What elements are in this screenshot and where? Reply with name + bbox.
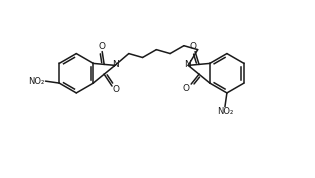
Text: N: N: [184, 60, 191, 69]
Text: O: O: [99, 42, 106, 51]
Text: O: O: [183, 83, 190, 93]
Text: N: N: [112, 60, 119, 69]
Text: O: O: [112, 85, 119, 95]
Text: NO₂: NO₂: [28, 77, 45, 86]
Text: NO₂: NO₂: [217, 107, 233, 116]
Text: O: O: [190, 42, 197, 51]
